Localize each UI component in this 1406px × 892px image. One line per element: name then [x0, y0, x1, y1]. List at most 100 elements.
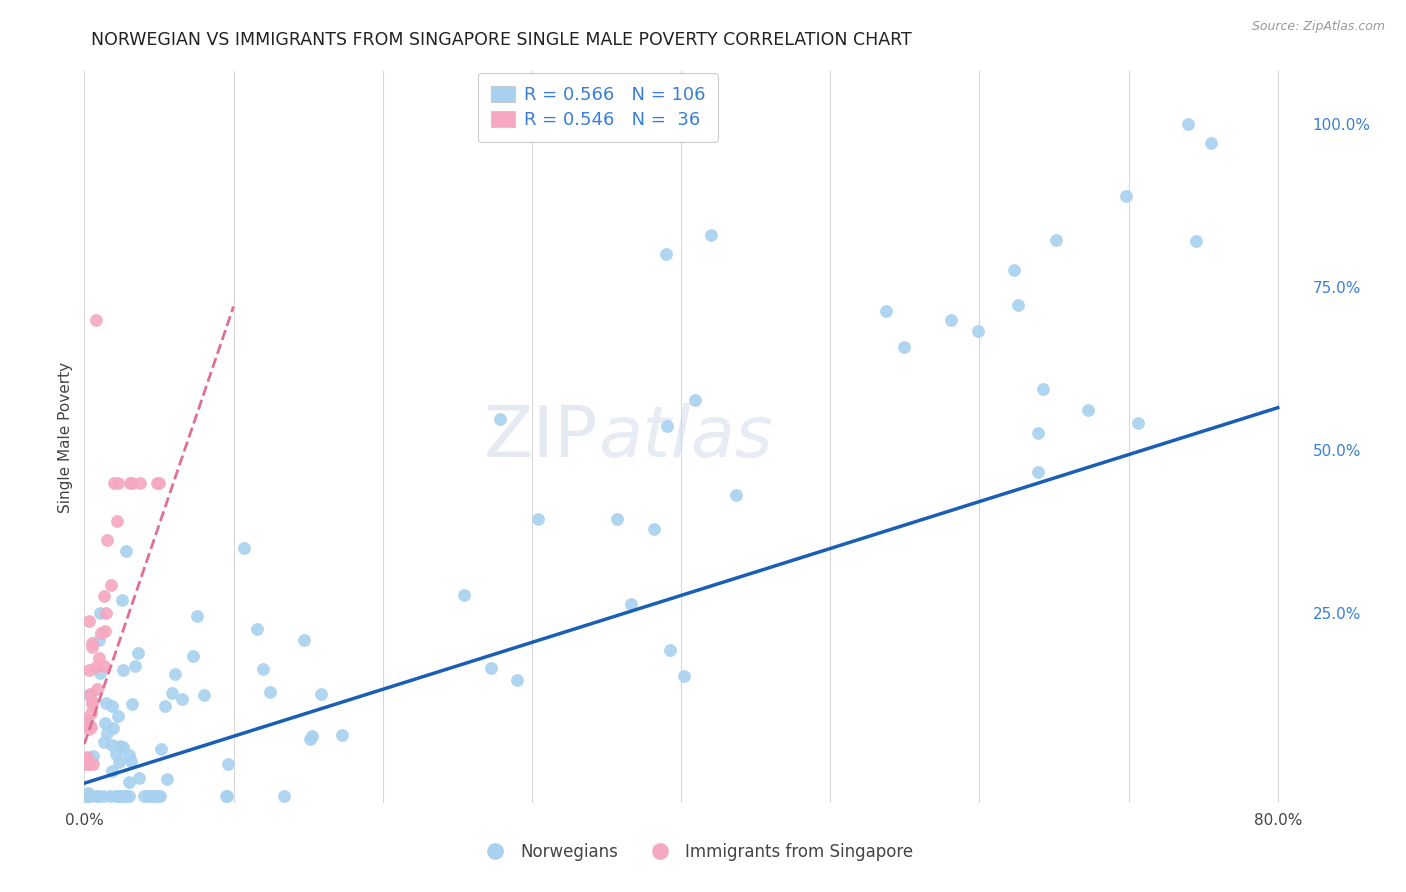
Point	[527, 512, 550, 526]
Point	[82, 749, 104, 764]
Point	[96, 696, 118, 710]
Point	[110, 789, 132, 804]
Point	[79, 723, 101, 737]
Point	[181, 649, 204, 664]
Point	[156, 772, 179, 786]
Point	[112, 740, 135, 755]
Point	[121, 475, 143, 490]
Point	[299, 731, 322, 746]
Legend: Norwegians, Immigrants from Singapore: Norwegians, Immigrants from Singapore	[472, 837, 920, 868]
Point	[80, 694, 103, 708]
Point	[87, 632, 110, 647]
Point	[1115, 189, 1137, 203]
Point	[128, 772, 150, 786]
Point	[110, 739, 132, 754]
Point	[120, 754, 142, 768]
Point	[1077, 402, 1099, 417]
Point	[479, 661, 502, 675]
Point	[76, 789, 98, 804]
Point	[115, 544, 138, 558]
Point	[875, 304, 897, 318]
Point	[86, 660, 108, 674]
Point	[76, 750, 98, 764]
Point	[724, 488, 747, 502]
Point	[118, 775, 141, 789]
Point	[120, 475, 142, 490]
Point	[77, 756, 100, 771]
Point	[139, 789, 162, 804]
Text: ZIP: ZIP	[484, 402, 598, 472]
Point	[77, 789, 100, 804]
Point	[134, 789, 156, 804]
Point	[87, 789, 110, 804]
Point	[80, 720, 103, 734]
Point	[146, 789, 169, 804]
Point	[80, 636, 103, 650]
Point	[1007, 298, 1029, 312]
Point	[89, 650, 111, 665]
Point	[98, 789, 121, 804]
Point	[114, 789, 136, 804]
Point	[170, 691, 193, 706]
Point	[233, 541, 256, 555]
Point	[1045, 233, 1067, 247]
Point	[121, 697, 143, 711]
Point	[107, 475, 129, 490]
Point	[91, 789, 114, 804]
Point	[893, 340, 915, 354]
Point	[186, 608, 208, 623]
Point	[80, 706, 103, 720]
Point	[93, 589, 115, 603]
Point	[114, 789, 136, 804]
Point	[217, 757, 239, 772]
Point	[93, 735, 115, 749]
Point	[84, 312, 107, 326]
Point	[292, 633, 315, 648]
Point	[488, 412, 510, 426]
Point	[193, 689, 215, 703]
Point	[117, 747, 139, 762]
Point	[94, 624, 117, 638]
Point	[148, 475, 170, 490]
Text: atlas: atlas	[598, 402, 773, 472]
Point	[111, 663, 134, 677]
Point	[259, 684, 281, 698]
Point	[129, 475, 152, 490]
Point	[82, 640, 104, 654]
Point	[1184, 234, 1206, 248]
Point	[77, 688, 100, 702]
Point	[453, 588, 475, 602]
Point	[127, 646, 149, 660]
Point	[84, 789, 107, 804]
Point	[643, 522, 665, 536]
Point	[301, 729, 323, 743]
Point	[966, 324, 988, 338]
Point	[107, 709, 129, 723]
Point	[105, 789, 128, 804]
Point	[655, 247, 678, 261]
Point	[86, 681, 108, 696]
Point	[79, 789, 101, 804]
Point	[105, 789, 128, 804]
Point	[96, 726, 118, 740]
Text: NORWEGIAN VS IMMIGRANTS FROM SINGAPORE SINGLE MALE POVERTY CORRELATION CHART: NORWEGIAN VS IMMIGRANTS FROM SINGAPORE S…	[91, 31, 912, 49]
Point	[101, 721, 124, 735]
Point	[105, 514, 128, 528]
Point	[100, 578, 122, 592]
Point	[620, 597, 643, 611]
Point	[76, 786, 98, 800]
Point	[93, 659, 115, 673]
Point	[76, 712, 98, 726]
Point	[105, 747, 128, 762]
Point	[90, 626, 112, 640]
Point	[96, 533, 118, 548]
Point	[153, 699, 176, 714]
Point	[76, 756, 98, 771]
Point	[100, 764, 122, 779]
Point	[215, 789, 238, 804]
Point	[657, 419, 679, 434]
Point	[107, 756, 129, 770]
Point	[77, 717, 100, 731]
Point	[93, 716, 115, 731]
Point	[246, 623, 269, 637]
